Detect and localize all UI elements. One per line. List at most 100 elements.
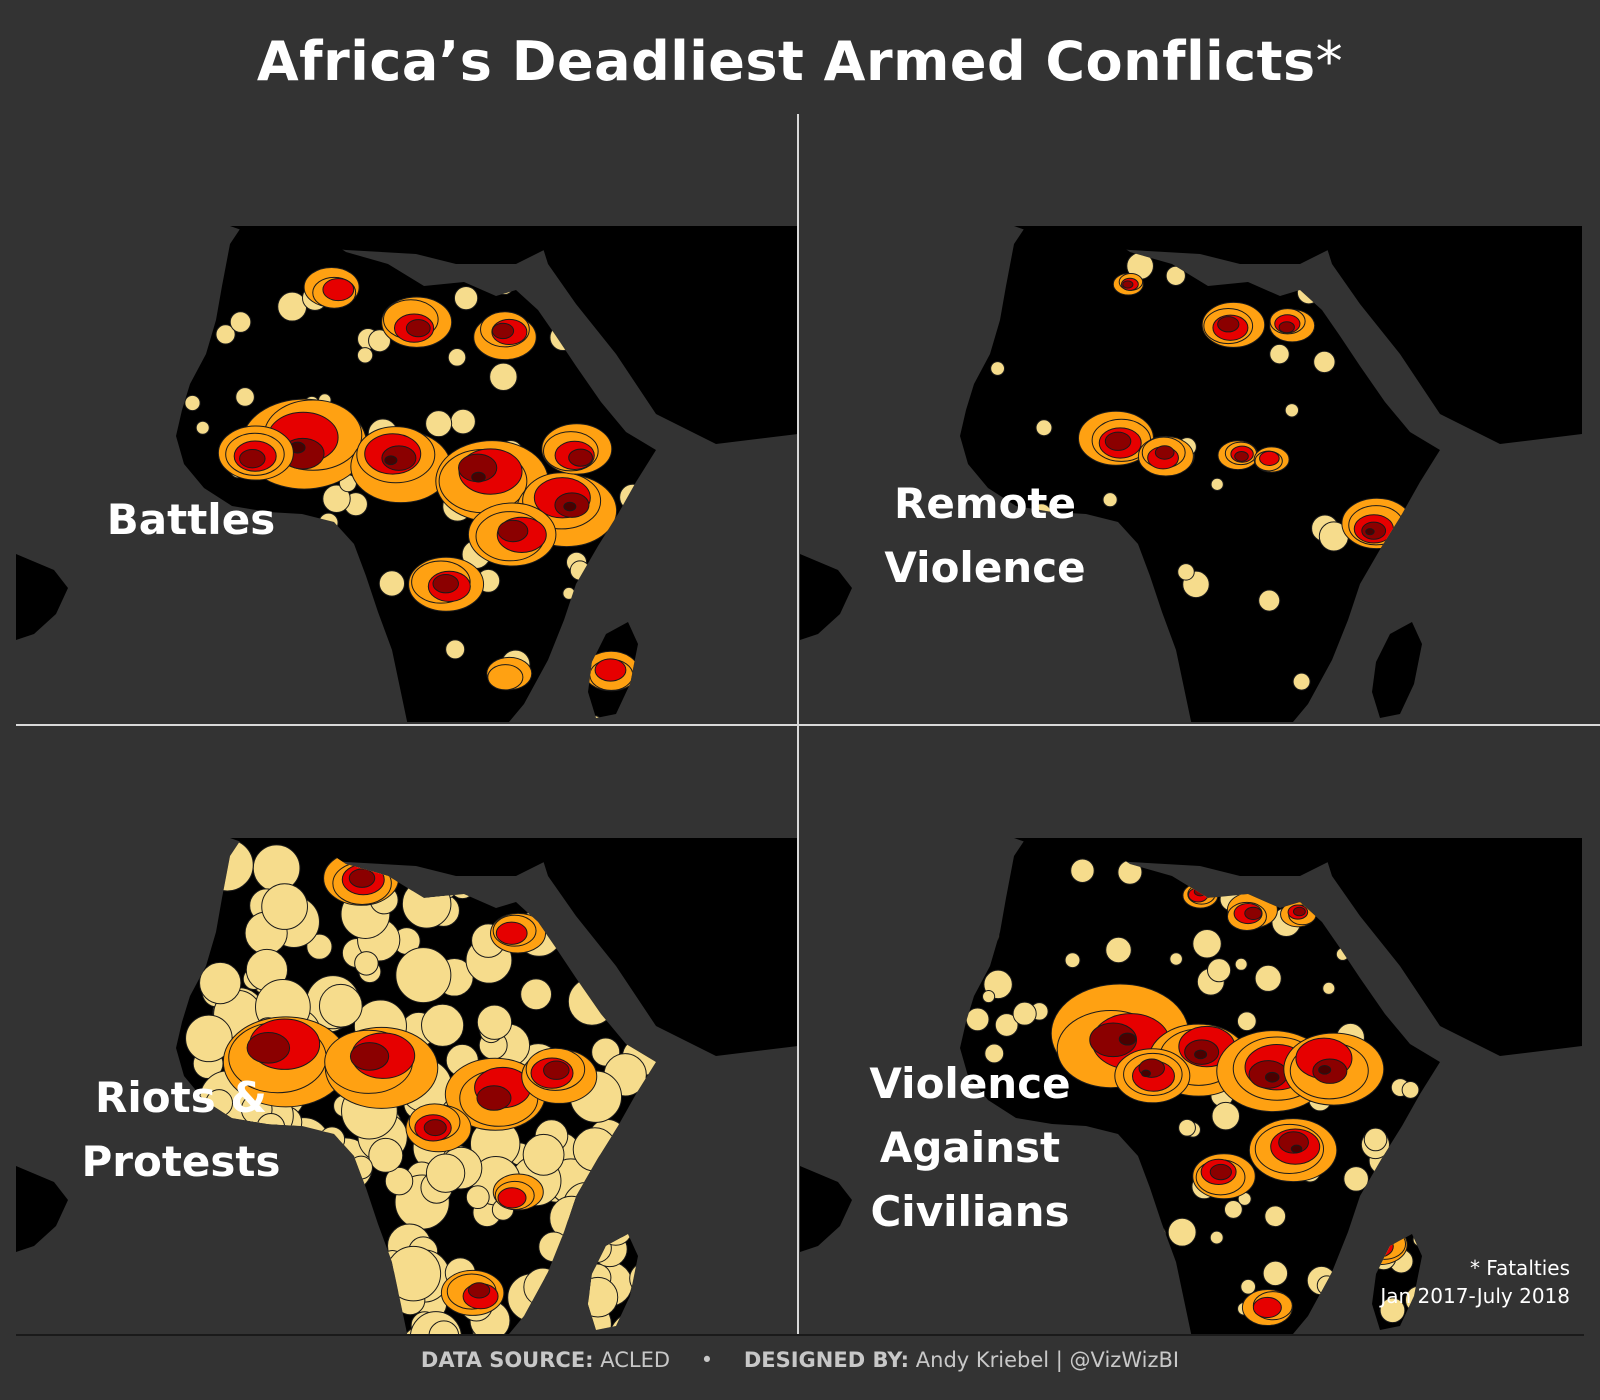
density-contour <box>405 319 431 338</box>
density-contour <box>1292 906 1306 917</box>
panel-label-violence-against-civilians: Violence Against Civilians <box>850 1052 1090 1244</box>
africa-map-svg <box>800 726 1582 1334</box>
density-contour <box>348 868 376 888</box>
low-density-blob <box>184 394 201 412</box>
low-density-blob <box>395 947 452 1004</box>
low-density-blob <box>1322 981 1336 995</box>
low-density-blob <box>378 570 406 597</box>
panel-label-line: Remote <box>893 479 1076 528</box>
south-america-landmass <box>800 554 852 640</box>
density-contour <box>568 448 594 467</box>
density-contour <box>491 322 515 340</box>
density-contour <box>384 455 398 466</box>
source-value: ACLED <box>600 1348 671 1372</box>
low-density-blob <box>984 1043 1005 1064</box>
density-contour <box>1154 445 1175 460</box>
low-density-blob <box>318 983 363 1028</box>
low-density-blob <box>522 1133 565 1176</box>
density-contour <box>1140 1069 1151 1078</box>
title-marker: * <box>1315 30 1344 93</box>
map-panel-violence-against-civilians[interactable]: Violence Against Civilians <box>800 726 1582 1334</box>
conflict-density-layer <box>960 845 1434 1334</box>
low-density-blob <box>195 420 210 435</box>
madagascar-landmass <box>1372 622 1422 718</box>
credits-footer: DATA SOURCE: ACLED • DESIGNED BY: Andy K… <box>0 1348 1600 1372</box>
panel-label-line: Against <box>879 1123 1061 1172</box>
density-contour <box>543 1060 570 1080</box>
low-density-blob <box>306 933 333 960</box>
low-density-blob <box>994 1013 1019 1037</box>
density-contour <box>1234 451 1249 462</box>
footnote-line-2: Jan 2017-July 2018 <box>1380 1284 1570 1308</box>
arabia-landmass <box>1320 838 1582 1056</box>
low-density-blob <box>1401 1081 1420 1099</box>
low-density-blob <box>1284 403 1300 418</box>
low-density-blob <box>489 362 518 392</box>
horizontal-divider <box>16 724 1600 726</box>
africa-landmass <box>960 226 1440 722</box>
density-contour <box>1104 431 1132 451</box>
density-contour <box>1259 450 1280 466</box>
low-density-blob <box>368 1137 404 1173</box>
panel-label-line: Violence <box>884 543 1086 592</box>
low-density-blob <box>384 1166 414 1196</box>
density-contour <box>432 574 459 594</box>
map-panel-remote-violence[interactable]: Remote Violence <box>800 114 1582 722</box>
low-density-blob <box>1064 952 1081 969</box>
low-density-blob <box>1262 1260 1289 1287</box>
low-density-blob <box>235 387 255 407</box>
map-panel-battles[interactable]: Battles <box>16 114 798 722</box>
page-title: Africa’s Deadliest Armed Conflicts* <box>0 30 1600 93</box>
low-density-blob <box>1105 936 1132 964</box>
low-density-blob <box>450 408 476 435</box>
panel-label-line: Protests <box>81 1137 281 1186</box>
density-contour <box>476 1085 512 1111</box>
density-contour <box>487 664 524 691</box>
low-density-blob <box>199 961 242 1005</box>
density-contour <box>1252 1296 1282 1319</box>
low-density-blob <box>1178 1118 1196 1137</box>
low-density-blob <box>1223 1200 1243 1219</box>
panel-label-battles: Battles <box>86 488 296 552</box>
panel-label-line: Riots & <box>95 1073 267 1122</box>
south-america-landmass <box>800 1166 852 1252</box>
low-density-blob <box>1035 419 1053 437</box>
density-contour <box>1089 1022 1137 1058</box>
density-contour <box>423 1119 447 1137</box>
low-density-blob <box>215 324 236 345</box>
density-contour <box>1194 1049 1208 1060</box>
africa-map-svg <box>16 114 798 722</box>
panel-label-remote-violence: Remote Violence <box>860 472 1110 600</box>
density-contour <box>1264 1071 1280 1083</box>
density-contour <box>594 658 627 682</box>
low-density-blob <box>421 1003 465 1047</box>
arabia-landmass <box>1320 226 1582 444</box>
title-text: Africa’s Deadliest Armed Conflicts <box>256 30 1316 93</box>
density-contour <box>495 921 528 945</box>
density-contour <box>1209 1163 1232 1181</box>
density-contour <box>497 519 529 543</box>
low-density-blob <box>1102 492 1118 508</box>
arabia-landmass <box>536 226 798 444</box>
low-density-blob <box>1167 1217 1197 1247</box>
low-density-blob <box>465 1185 490 1210</box>
low-density-blob <box>453 285 479 311</box>
density-contour <box>471 471 486 483</box>
density-contour <box>322 277 355 302</box>
low-density-blob <box>1363 1127 1388 1152</box>
density-contour <box>1217 316 1240 333</box>
low-density-blob <box>261 883 308 930</box>
panel-label-riots-protests: Riots & Protests <box>66 1066 296 1194</box>
density-contour <box>239 448 266 469</box>
density-contour <box>1278 321 1295 334</box>
density-contour <box>1122 280 1134 289</box>
low-density-blob <box>1192 929 1222 959</box>
density-contour <box>563 501 577 512</box>
low-density-blob <box>354 951 379 976</box>
low-density-blob <box>1379 1297 1406 1324</box>
south-america-landmass <box>16 1166 68 1252</box>
low-density-blob <box>229 311 252 333</box>
conflict-density-layer <box>176 236 649 722</box>
map-panel-riots-protests[interactable]: Riots & Protests <box>16 726 798 1334</box>
density-contour <box>467 1282 491 1299</box>
